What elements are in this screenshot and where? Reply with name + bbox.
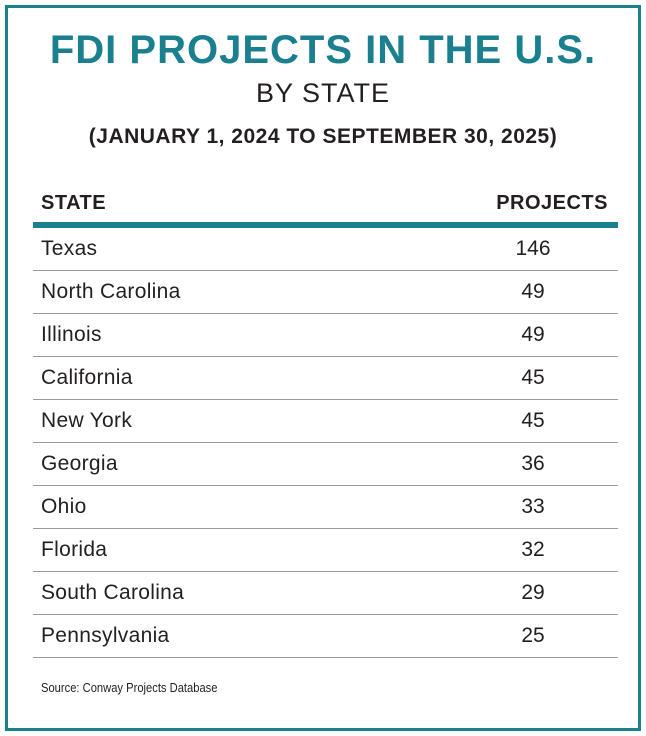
projects-cell: 25 [521,624,545,647]
data-table: STATE PROJECTS Texas 146 North Carolina 49 I… [33,188,618,658]
projects-cell: 29 [521,581,545,604]
table-header: STATE PROJECTS [33,188,618,228]
projects-cell: 49 [521,323,545,346]
state-cell: Pennsylvania [41,624,170,647]
chart-title: FDI PROJECTS IN THE U.S. [49,28,597,72]
table-row: Florida 32 [33,529,618,572]
table-body: Texas 146 North Carolina 49 Illinois 49 Califo… [33,228,618,658]
column-header-projects: PROJECTS [496,192,608,214]
table-row: Ohio 33 [33,486,618,529]
table-row: Pennsylvania 25 [33,615,618,658]
state-cell: North Carolina [41,280,181,303]
state-cell: California [41,366,133,389]
chart-frame: FDI PROJECTS IN THE U.S. BY STATE (JANUA… [5,5,641,731]
date-range: (JANUARY 1, 2024 TO SEPTEMBER 30, 2025) [88,125,558,148]
state-cell: South Carolina [41,581,185,604]
table-row: Texas 146 [33,228,618,271]
table-row: Georgia 36 [33,443,618,486]
projects-cell: 36 [521,452,545,475]
table-row: South Carolina 29 [33,572,618,615]
state-cell: Texas [41,237,98,260]
state-cell: New York [41,409,133,432]
table-row: New York 45 [33,400,618,443]
projects-cell: 45 [521,366,545,389]
projects-cell: 146 [515,237,551,260]
projects-cell: 49 [521,280,545,303]
projects-cell: 33 [521,495,545,518]
table-row: California 45 [33,357,618,400]
column-header-state: STATE [41,192,107,214]
state-cell: Georgia [41,452,118,475]
state-cell: Florida [41,538,108,561]
table-row: North Carolina 49 [33,271,618,314]
projects-cell: 45 [521,409,545,432]
projects-cell: 32 [521,538,545,561]
state-cell: Ohio [41,495,87,518]
source-note: Source: Conway Projects Database [41,680,218,695]
table-row: Illinois 49 [33,314,618,357]
chart-subtitle: BY STATE [255,78,391,108]
state-cell: Illinois [41,323,102,346]
